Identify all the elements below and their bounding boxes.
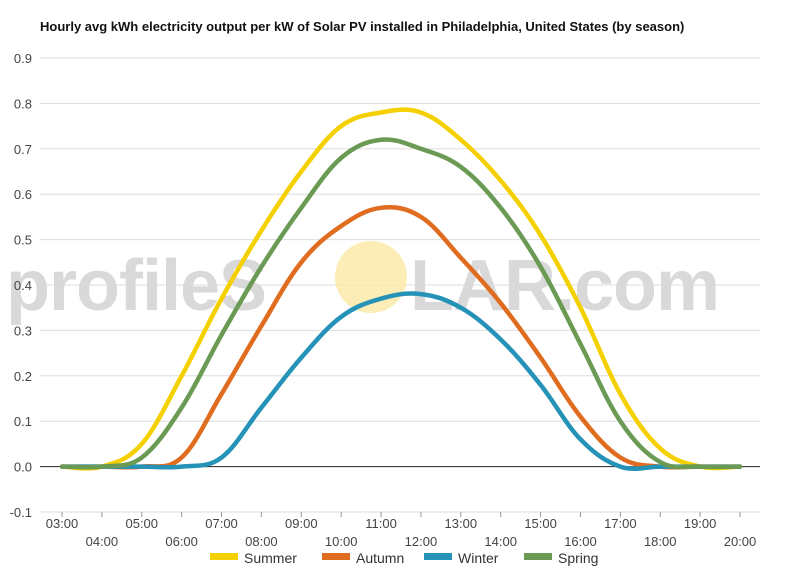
y-tick-label: 0.7 (14, 142, 32, 157)
x-tick-label: 06:00 (165, 534, 198, 549)
legend-label: Summer (244, 550, 297, 566)
legend[interactable]: Summer Autumn Winter Spring (210, 550, 598, 566)
series-line-summer[interactable] (59, 107, 743, 471)
legend-swatch (322, 553, 350, 560)
y-tick-label: 0.0 (14, 460, 32, 475)
y-tick-label: 0.1 (14, 414, 32, 429)
x-tick-label: 07:00 (205, 516, 238, 531)
x-tick-label: 19:00 (684, 516, 717, 531)
y-tick-label: -0.1 (10, 505, 32, 520)
x-tick-label: 11:00 (365, 516, 397, 531)
x-tick-label: 18:00 (644, 534, 677, 549)
y-tick-label: 0.9 (14, 51, 32, 66)
x-axis-ticks: 03:00 04:00 05:00 06:00 07:00 08:00 09:00 10:00… (46, 512, 757, 549)
legend-label: Spring (558, 550, 598, 566)
y-tick-label: 0.4 (14, 278, 32, 293)
x-tick-label: 05:00 (125, 516, 158, 531)
x-tick-label: 15:00 (524, 516, 557, 531)
x-tick-label: 12:00 (405, 534, 438, 549)
series-layer (59, 107, 743, 472)
legend-swatch (424, 553, 452, 560)
y-tick-label: 0.5 (14, 233, 32, 248)
x-tick-label: 08:00 (245, 534, 278, 549)
y-tick-label: 0.8 (14, 96, 32, 111)
x-tick-label: 13:00 (445, 516, 478, 531)
x-tick-label: 09:00 (285, 516, 318, 531)
watermark: profileS LAR.com (6, 241, 720, 326)
y-tick-label: 0.3 (14, 323, 32, 338)
legend-swatch (210, 553, 238, 560)
series-line-spring[interactable] (59, 137, 743, 470)
chart-title: Hourly avg kWh electricity output per kW… (40, 19, 685, 34)
y-tick-label: 0.6 (14, 187, 32, 202)
legend-item-winter[interactable]: Winter (424, 550, 499, 566)
legend-label: Winter (458, 550, 499, 566)
x-tick-label: 03:00 (46, 516, 79, 531)
legend-item-summer[interactable]: Summer (210, 550, 297, 566)
x-tick-label: 17:00 (604, 516, 637, 531)
x-tick-label: 10:00 (325, 534, 358, 549)
series-line-winter[interactable] (59, 291, 743, 472)
x-tick-label: 14:00 (484, 534, 517, 549)
y-tick-label: 0.2 (14, 369, 32, 384)
legend-label: Autumn (356, 550, 404, 566)
watermark-text-left: profileS (6, 246, 266, 326)
legend-item-autumn[interactable]: Autumn (322, 550, 404, 566)
x-tick-label: 20:00 (724, 534, 757, 549)
legend-swatch (524, 553, 552, 560)
y-axis-ticks: -0.1 0.0 0.1 0.2 0.3 0.4 0.5 0.6 0.7 0.8 0.9 (10, 51, 32, 520)
x-tick-label: 04:00 (86, 534, 119, 549)
series-line-autumn[interactable] (59, 205, 743, 470)
legend-item-spring[interactable]: Spring (524, 550, 598, 566)
x-tick-label: 16:00 (564, 534, 597, 549)
